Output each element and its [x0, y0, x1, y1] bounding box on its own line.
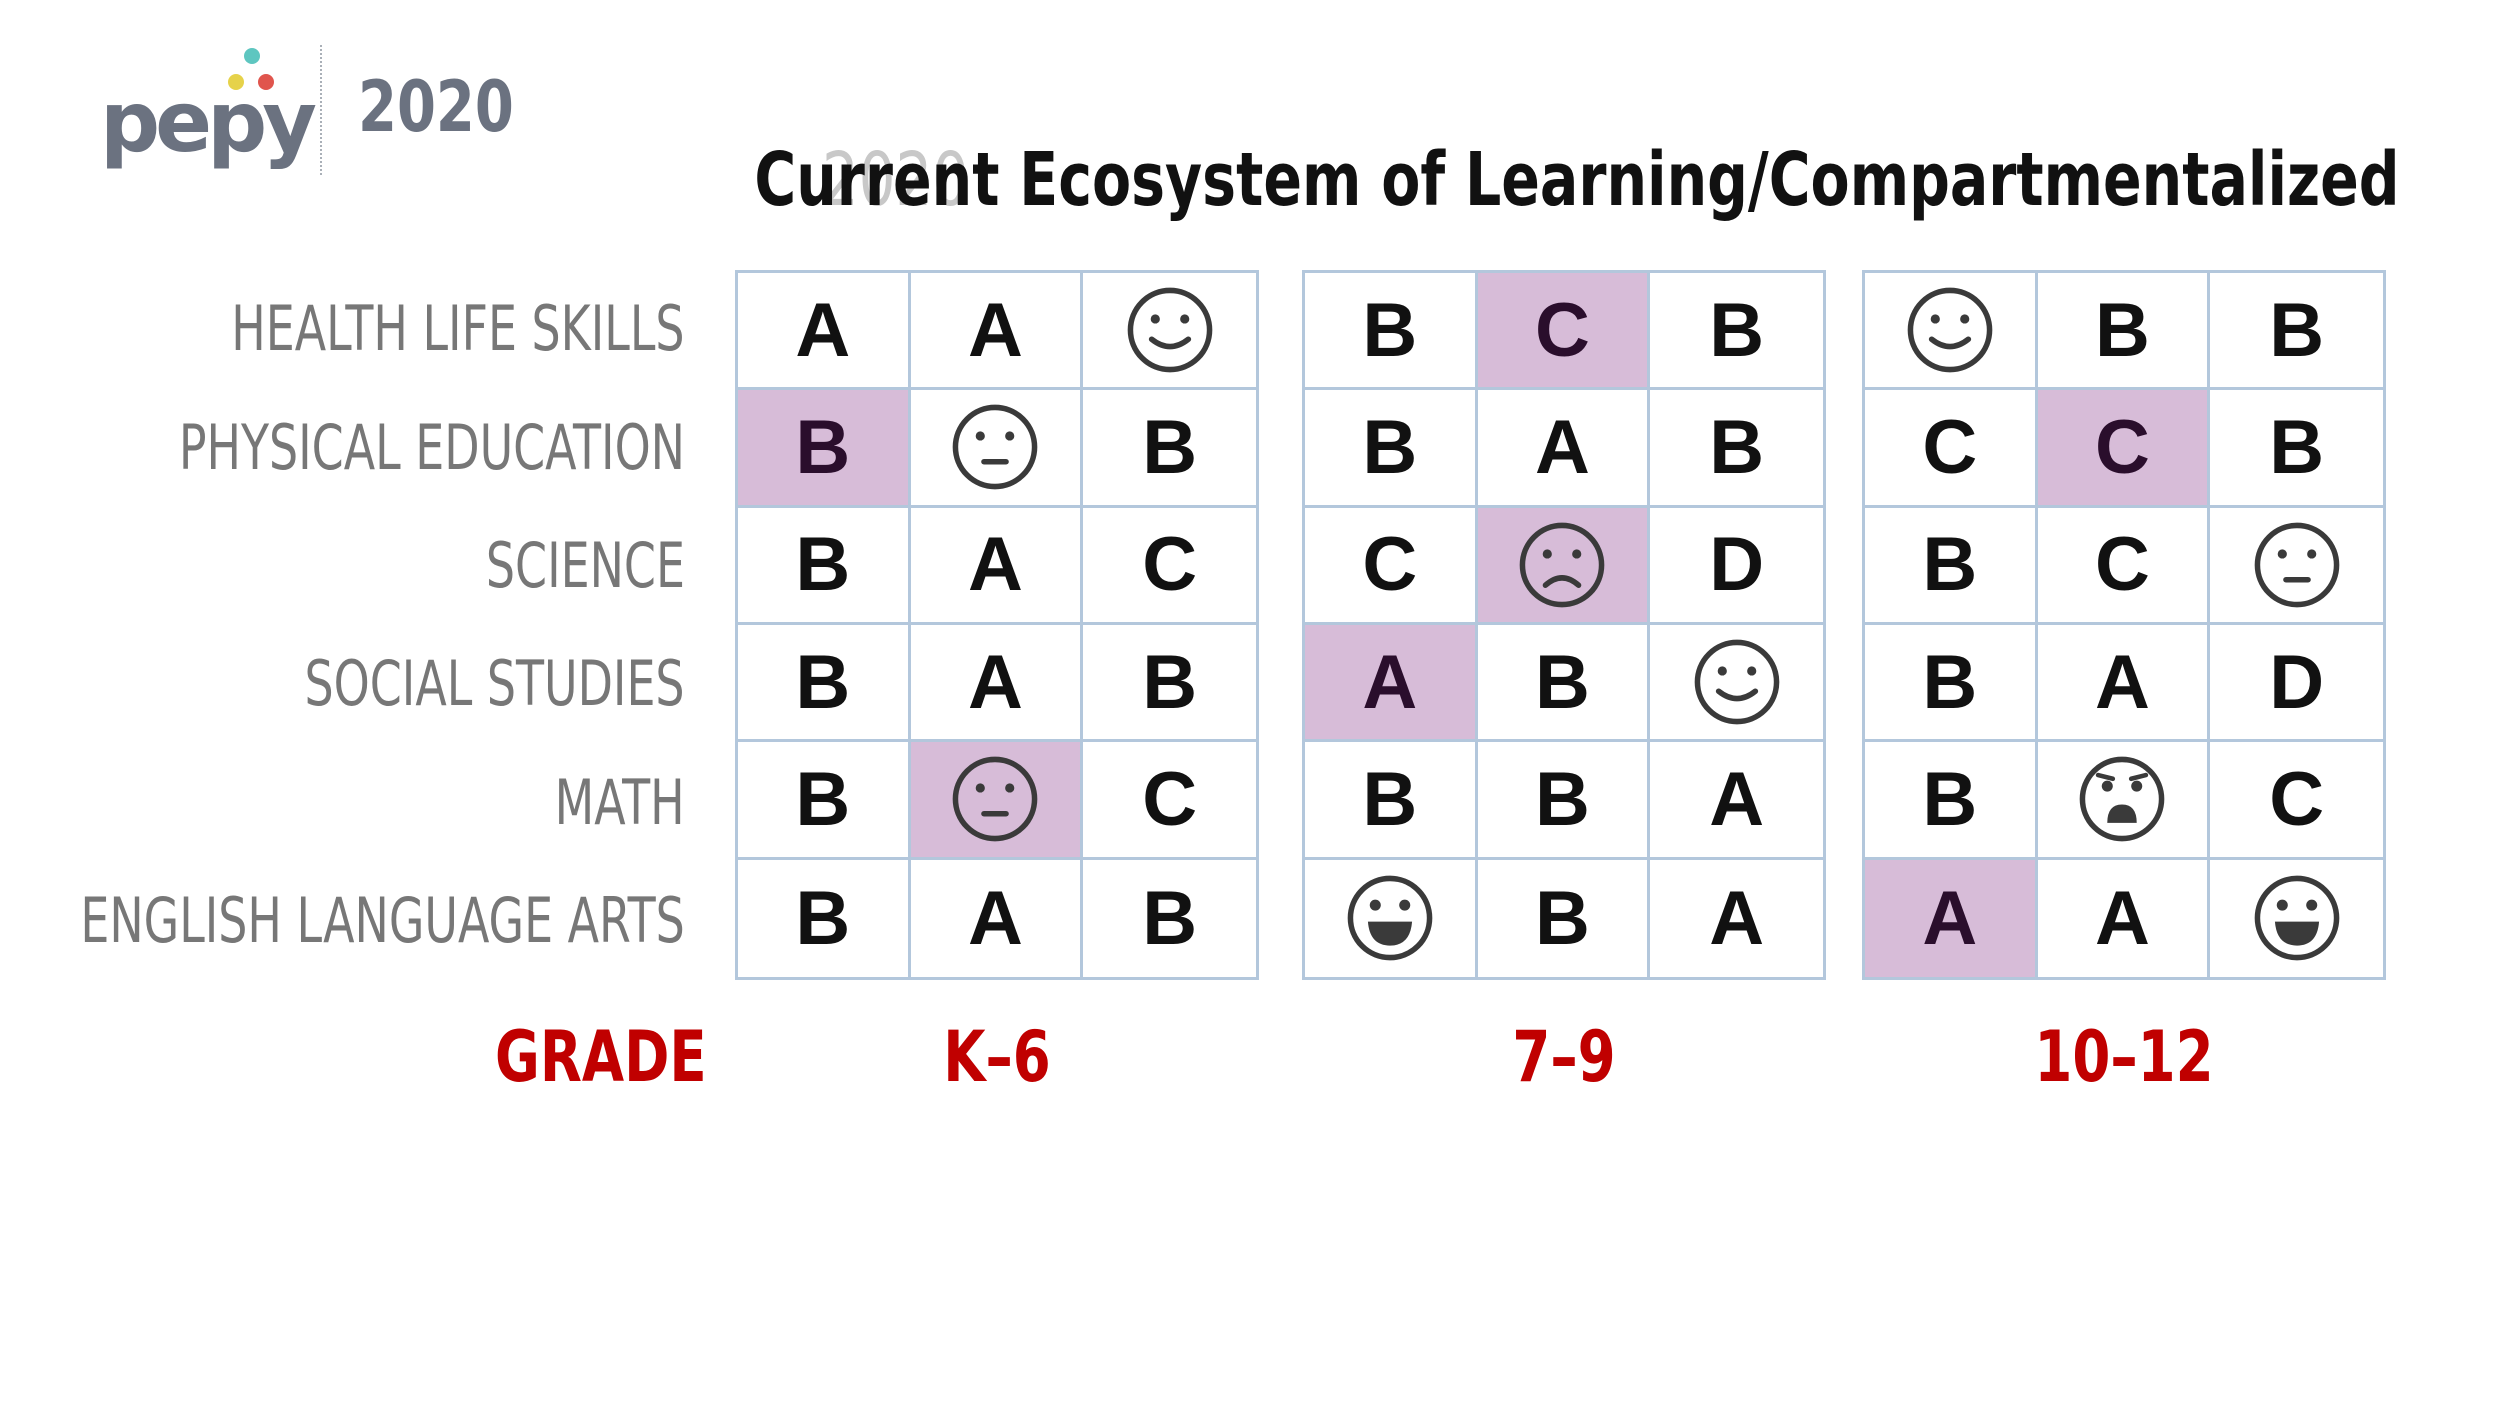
title-year: 2020: [822, 137, 969, 223]
grade-cell: A: [910, 507, 1084, 625]
grade-band-label: K–6: [943, 1016, 1051, 1098]
logo-dot-yellow: [228, 74, 244, 90]
grade-cell: C: [1865, 390, 2038, 508]
smile-face-icon: [1083, 273, 1256, 391]
grade-cell: B: [738, 507, 911, 625]
grade-cell: C: [1083, 508, 1256, 625]
smile-face-icon: [1650, 625, 1823, 743]
grade-cell: D: [1650, 508, 1823, 625]
grade-cell: B: [1477, 625, 1651, 743]
grade-cell: B: [1650, 273, 1823, 391]
logo-divider: [320, 45, 322, 175]
grade-cell: B: [1142, 875, 1198, 961]
grade-cell: A: [738, 273, 911, 391]
grade-cell: B: [1305, 273, 1478, 391]
grade-cell: B: [1865, 625, 2038, 743]
grade-cell: B: [738, 390, 911, 508]
grade-cell: A: [1650, 742, 1823, 860]
grade-cell: B: [1305, 742, 1478, 860]
grade-cell: A: [910, 625, 1084, 743]
subject-label: MATH: [555, 765, 685, 839]
grade-cell: B: [2210, 390, 2383, 508]
grade-cell: C: [2210, 742, 2383, 860]
grin-face-icon: [2210, 860, 2383, 977]
sad-face-icon: [1477, 507, 1651, 625]
grade-cell: B: [1305, 390, 1478, 508]
grade-cell: A: [1709, 875, 1765, 961]
neutral-face-icon: [2210, 508, 2383, 625]
grade-cell: A: [910, 273, 1084, 391]
smile-face-icon: [1865, 273, 2038, 391]
subject-label: PHYSICAL EDUCATION: [178, 410, 685, 484]
page-title: Current Ecosystem of Learning/Compartmen…: [754, 137, 2400, 223]
grade-band-label: 7–9: [1512, 1016, 1616, 1098]
grade-cell: B: [738, 742, 911, 860]
subject-label: SOCIAL STUDIES: [304, 647, 685, 721]
grade-cell: B: [1083, 625, 1256, 743]
grade-cell: B: [738, 859, 911, 977]
grade-band-label: 10–12: [2034, 1016, 2214, 1098]
grade-cell: B: [2037, 273, 2211, 391]
grade-cell: C: [1083, 742, 1256, 860]
subject-label: ENGLISH LANGUAGE ARTS: [80, 883, 685, 957]
logo-dot-teal: [244, 48, 260, 64]
grade-cell: A: [1865, 859, 2038, 977]
neutral-face-icon: [910, 742, 1084, 860]
subject-label: SCIENCE: [485, 528, 685, 602]
logo-year: 2020: [358, 66, 514, 148]
grade-cell: B: [1478, 859, 1651, 977]
grade-cell: A: [1477, 390, 1651, 508]
logo-dot-red: [258, 74, 274, 90]
grade-cell: C: [2037, 390, 2211, 508]
neutral-face-icon: [910, 390, 1084, 508]
grade-cell: C: [2037, 507, 2211, 625]
shocked-face-icon: [2037, 742, 2211, 860]
grade-label: GRADE: [495, 1016, 707, 1098]
grade-cell: B: [1477, 742, 1651, 860]
grade-cell: B: [1083, 390, 1256, 508]
grade-cell: A: [2037, 625, 2211, 743]
pepy-logo: pepy: [100, 40, 317, 170]
grin-face-icon: [1305, 859, 1478, 977]
grade-cell: B: [738, 625, 911, 743]
grade-cell: C: [1477, 273, 1651, 391]
grade-cell: B: [1650, 390, 1823, 508]
grade-cell: A: [1305, 625, 1478, 743]
grade-cell: D: [2210, 625, 2383, 743]
grade-cell: B: [1865, 742, 2038, 860]
subject-label: HEALTH LIFE SKILLS: [231, 292, 685, 366]
grade-cell: B: [2210, 273, 2383, 391]
grade-cell: A: [911, 859, 1084, 977]
logo-wordmark: pepy: [100, 73, 317, 171]
grade-cell: A: [2038, 859, 2211, 977]
grade-cell: C: [1305, 507, 1478, 625]
grade-cell: B: [1865, 507, 2038, 625]
